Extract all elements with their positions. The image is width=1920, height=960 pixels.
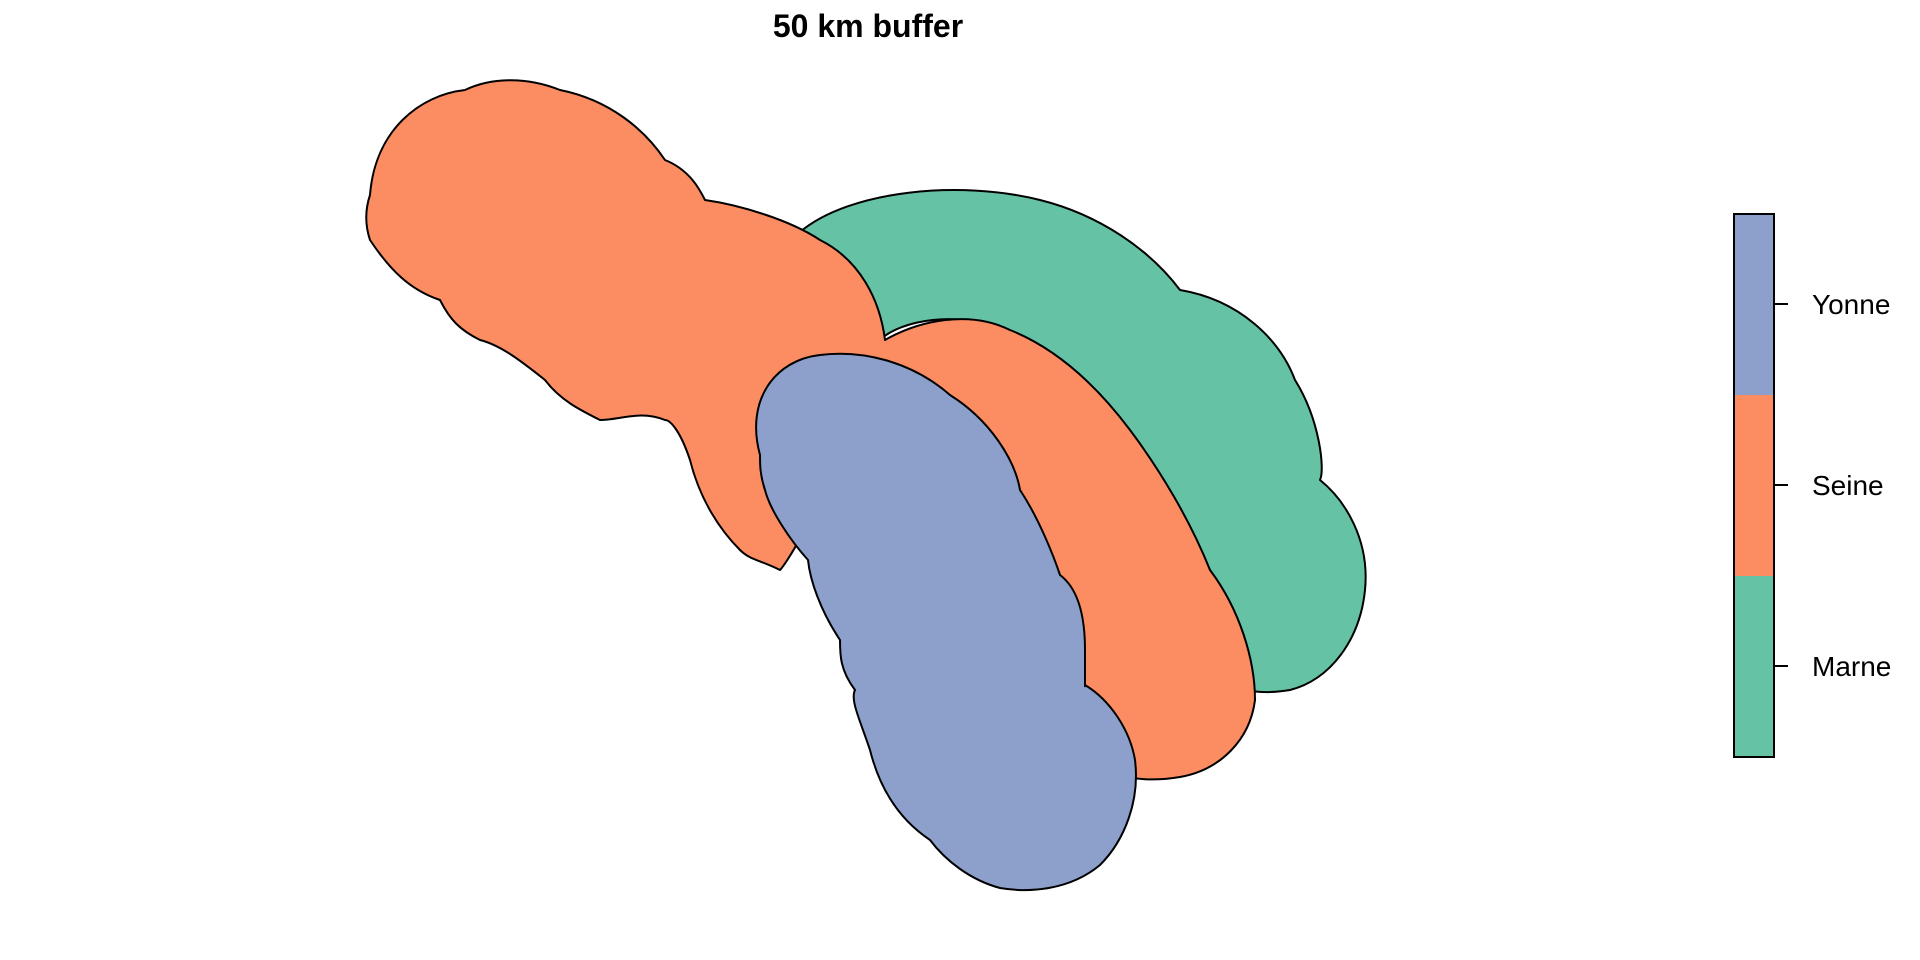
marne-buffer-region xyxy=(786,189,1367,694)
yonne-buffer-region xyxy=(755,352,1137,892)
legend-label-marne: Marne xyxy=(1812,651,1891,682)
legend: Yonne Seine Marne xyxy=(1733,213,1891,758)
legend-swatch-yonne xyxy=(1734,214,1774,395)
legend-swatch-marne xyxy=(1734,576,1774,757)
map-title: 50 km buffer xyxy=(773,8,963,44)
legend-label-seine: Seine xyxy=(1812,470,1884,501)
legend-swatch-seine xyxy=(1734,395,1774,576)
legend-label-yonne: Yonne xyxy=(1812,289,1890,320)
